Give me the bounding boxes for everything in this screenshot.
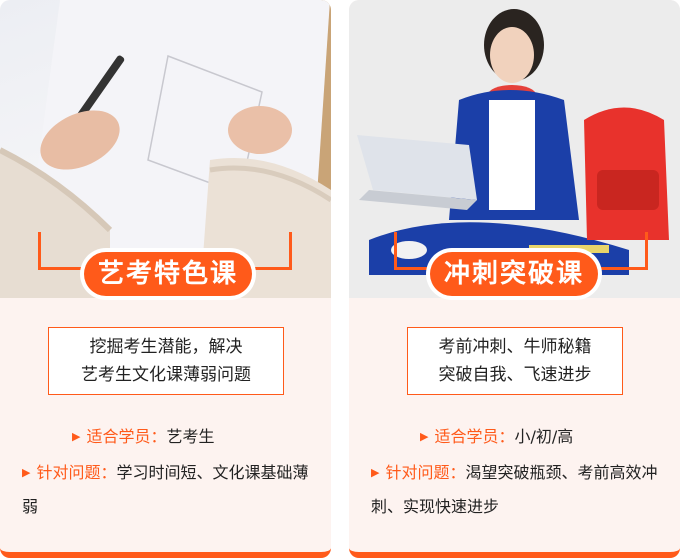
drawing-photo: [0, 0, 331, 298]
suitable-label: 适合学员：: [86, 427, 167, 446]
summary-line: 突破自我、飞速进步: [438, 365, 592, 385]
summary-line: 挖掘考生潜能，解决: [89, 337, 243, 357]
triangle-bullet-icon: ▶: [371, 466, 380, 479]
suitable-value: 艺考生: [166, 427, 215, 446]
target-label: 针对问题：: [385, 463, 466, 482]
target-label: 针对问题：: [36, 463, 117, 482]
suitable-students-row: ▶ 适合学员：小/初/高: [420, 420, 573, 454]
target-problems-row: ▶ 针对问题：渴望突破瓶颈、考前高效冲刺、实现快速进步: [371, 456, 671, 524]
course-summary-box: 考前冲刺、牛师秘籍 突破自我、飞速进步: [407, 327, 623, 395]
suitable-students-row: ▶ 适合学员：艺考生: [72, 420, 215, 454]
target-value: 学习时间短、文化课基础薄弱: [22, 463, 309, 516]
course-summary-box: 挖掘考生潜能，解决 艺考生文化课薄弱问题: [48, 327, 284, 395]
suitable-value: 小/初/高: [514, 427, 574, 446]
student-photo: [349, 0, 680, 298]
summary-line: 艺考生文化课薄弱问题: [81, 365, 251, 385]
triangle-bullet-icon: ▶: [420, 430, 429, 443]
target-problems-row: ▶ 针对问题：学习时间短、文化课基础薄弱: [22, 456, 318, 524]
triangle-bullet-icon: ▶: [22, 466, 31, 479]
course-title-badge: 艺考特色课: [84, 252, 253, 296]
course-card-sprint[interactable]: 冲刺突破课 考前冲刺、牛师秘籍 突破自我、飞速进步 ▶ 适合学员：小/初/高 ▶ 针…: [349, 0, 680, 558]
course-title-badge: 冲刺突破课: [430, 252, 599, 296]
suitable-label: 适合学员：: [434, 427, 515, 446]
summary-line: 考前冲刺、牛师秘籍: [438, 337, 592, 357]
triangle-bullet-icon: ▶: [72, 430, 81, 443]
course-card-art[interactable]: 艺考特色课 挖掘考生潜能，解决 艺考生文化课薄弱问题 ▶ 适合学员：艺考生 ▶ 针对…: [0, 0, 331, 558]
target-value: 渴望突破瓶颈、考前高效冲刺、实现快速进步: [371, 463, 658, 516]
